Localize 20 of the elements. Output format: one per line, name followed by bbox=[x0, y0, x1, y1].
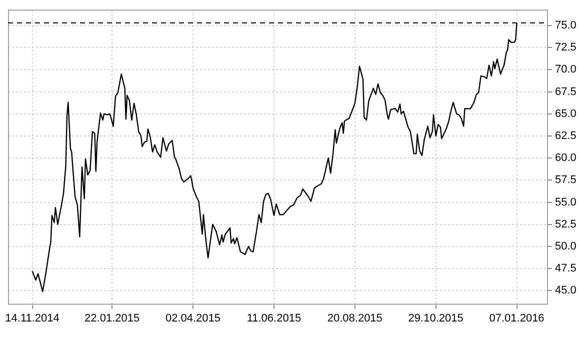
y-tick-label: 52.5 bbox=[555, 218, 576, 230]
y-tick-label: 65.0 bbox=[555, 108, 576, 120]
y-tick-label: 75.0 bbox=[555, 20, 576, 32]
y-tick-label: 50.0 bbox=[555, 240, 576, 252]
y-tick-label: 55.0 bbox=[555, 196, 576, 208]
x-tick-label: 20.08.2015 bbox=[327, 312, 382, 324]
y-tick-label: 72.5 bbox=[555, 42, 576, 54]
x-tick-label: 07.01.2016 bbox=[489, 312, 544, 324]
x-tick-label: 29.10.2015 bbox=[408, 312, 464, 324]
y-tick-label: 70.0 bbox=[555, 64, 576, 76]
x-tick-label: 11.06.2015 bbox=[246, 312, 302, 324]
x-tick-label: 14.11.2014 bbox=[5, 312, 60, 324]
y-tick-label: 45.0 bbox=[555, 284, 576, 297]
x-tick-label: 22.01.2015 bbox=[84, 312, 140, 324]
y-tick-label: 60.0 bbox=[555, 152, 576, 164]
y-tick-label: 67.5 bbox=[555, 86, 576, 98]
y-tick-label: 57.5 bbox=[555, 174, 576, 186]
y-tick-label: 47.5 bbox=[555, 262, 576, 275]
y-tick-label: 62.5 bbox=[555, 130, 576, 142]
x-tick-label: 02.04.2015 bbox=[165, 312, 221, 324]
